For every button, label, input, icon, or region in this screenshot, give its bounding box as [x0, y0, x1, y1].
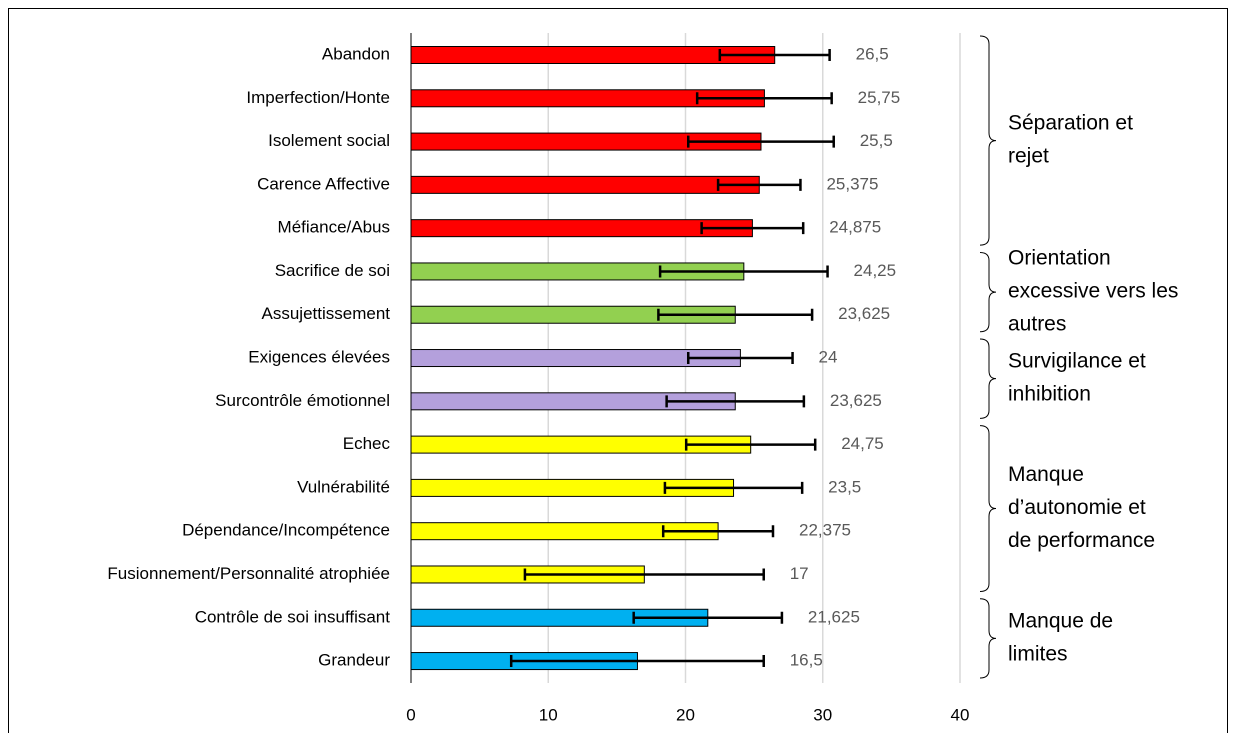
value-label: 24,75 [841, 434, 884, 453]
category-label: Abandon [322, 44, 390, 63]
x-tick-label: 30 [813, 705, 832, 724]
value-label: 16,5 [790, 651, 823, 670]
error-bar [695, 92, 833, 105]
x-tick-label: 40 [951, 705, 970, 724]
value-label: 22,375 [799, 521, 851, 540]
value-label: 24,875 [829, 218, 881, 237]
error-bar [716, 178, 802, 191]
category-label: Isolement social [268, 131, 390, 150]
error-bar [665, 395, 806, 408]
error-bar [657, 308, 814, 321]
value-label: 23,5 [828, 477, 861, 496]
value-label: 21,625 [808, 607, 860, 626]
value-label: 17 [790, 564, 809, 583]
group-label: inhibition [1008, 383, 1091, 406]
category-label: Carence Affective [257, 174, 390, 193]
x-tick-label: 20 [676, 705, 695, 724]
group-bracket [979, 338, 997, 419]
group-label: Manque de [1008, 609, 1113, 632]
chart-frame [8, 8, 1228, 733]
category-label: Contrôle de soi insuffisant [195, 607, 391, 626]
category-label: Imperfection/Honte [246, 88, 390, 107]
group-label: de performance [1008, 529, 1155, 552]
value-label: 25,5 [860, 131, 893, 150]
group-bracket [979, 251, 997, 333]
error-bar [661, 525, 775, 538]
error-bar [686, 135, 835, 148]
group-label: Survigilance et [1008, 350, 1146, 373]
error-bar [684, 438, 817, 451]
category-label: Dépendance/Incompétence [182, 521, 390, 540]
group-label: Manque [1008, 463, 1084, 486]
group-label: Orientation [1008, 247, 1111, 270]
error-bar [632, 611, 784, 624]
category-label: Fusionnement/Personnalité atrophiée [107, 564, 390, 583]
group-bracket [979, 35, 997, 246]
value-label: 25,75 [858, 88, 901, 107]
value-label: 24,25 [854, 261, 897, 280]
x-tick-label: 0 [406, 705, 415, 724]
bar [410, 175, 760, 194]
group-label: autres [1008, 313, 1066, 336]
category-label: Exigences élevées [248, 348, 390, 367]
category-label: Grandeur [318, 651, 390, 670]
group-label: limites [1008, 642, 1068, 665]
group-bracket [979, 598, 997, 679]
group-bracket [979, 425, 997, 592]
category-label: Echec [343, 434, 391, 453]
category-label: Assujettissement [262, 304, 391, 323]
error-bar [718, 49, 831, 61]
category-label: Sacrifice de soi [275, 261, 390, 280]
value-label: 23,625 [838, 304, 890, 323]
error-bar [686, 352, 794, 365]
value-label: 24 [819, 348, 838, 367]
error-bar [700, 222, 805, 235]
value-label: 23,625 [830, 391, 882, 410]
error-bar [663, 481, 804, 494]
error-bar [523, 568, 765, 581]
category-label: Surcontrôle émotionnel [215, 391, 390, 410]
x-tick-label: 10 [539, 705, 558, 724]
error-bar [509, 655, 765, 668]
group-label: rejet [1008, 145, 1049, 168]
error-bar [658, 265, 829, 278]
value-label: 25,375 [826, 174, 878, 193]
group-label: d’autonomie et [1008, 496, 1146, 519]
category-label: Méfiance/Abus [278, 218, 390, 237]
value-label: 26,5 [856, 44, 889, 63]
group-label: Séparation et [1008, 112, 1133, 135]
category-label: Vulnérabilité [297, 477, 390, 496]
group-label: excessive vers les [1008, 280, 1178, 303]
